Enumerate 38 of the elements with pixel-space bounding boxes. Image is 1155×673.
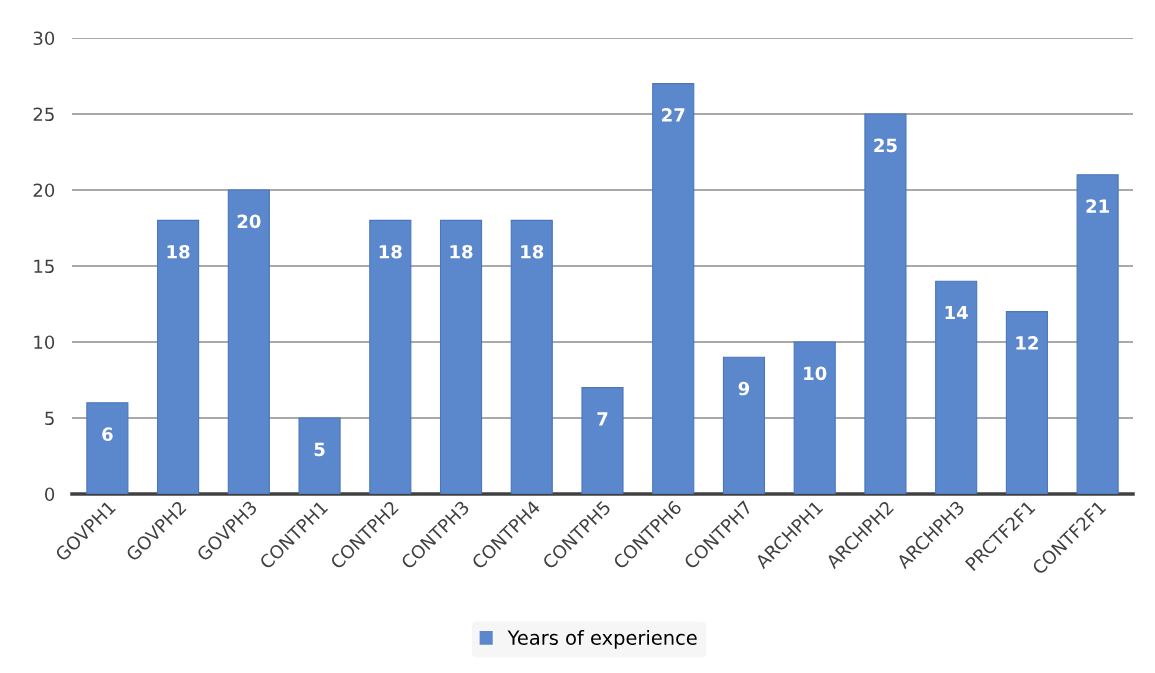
data-label: 5 (314, 442, 325, 457)
y-tick-label: 10 (34, 335, 55, 350)
bar (86, 402, 129, 494)
data-label: 18 (450, 244, 473, 259)
bar (227, 189, 270, 494)
bar (864, 113, 907, 494)
bar (369, 219, 412, 494)
bar (510, 219, 553, 494)
data-label: 7 (597, 412, 608, 426)
bar (439, 219, 483, 494)
data-label: 9 (738, 381, 750, 396)
y-tick-label: 20 (33, 183, 55, 198)
bar (581, 387, 624, 494)
bar (935, 280, 978, 494)
data-label: 12 (1016, 336, 1038, 350)
y-tick-label: 5 (45, 411, 54, 426)
bar (722, 356, 766, 494)
bar (793, 341, 836, 494)
data-label: 18 (521, 244, 544, 259)
data-label: 27 (662, 108, 685, 122)
bar (1005, 311, 1048, 494)
bar (157, 219, 200, 494)
data-label: 14 (945, 305, 968, 320)
data-label: 18 (379, 244, 402, 259)
y-tick-label: 0 (45, 487, 55, 502)
y-tick-label: 15 (34, 259, 54, 274)
bar (1076, 174, 1119, 494)
data-label: 20 (237, 214, 261, 229)
data-label: 18 (167, 244, 190, 259)
data-label: 6 (102, 427, 113, 441)
bar (298, 417, 341, 494)
data-label: 25 (874, 138, 897, 153)
data-label: 21 (1086, 199, 1109, 213)
bar (652, 83, 695, 494)
y-tick-label: 25 (33, 107, 54, 122)
data-label: 10 (804, 366, 827, 381)
legend-label: Years of experience (507, 629, 697, 649)
y-tick-label: 30 (33, 31, 55, 46)
